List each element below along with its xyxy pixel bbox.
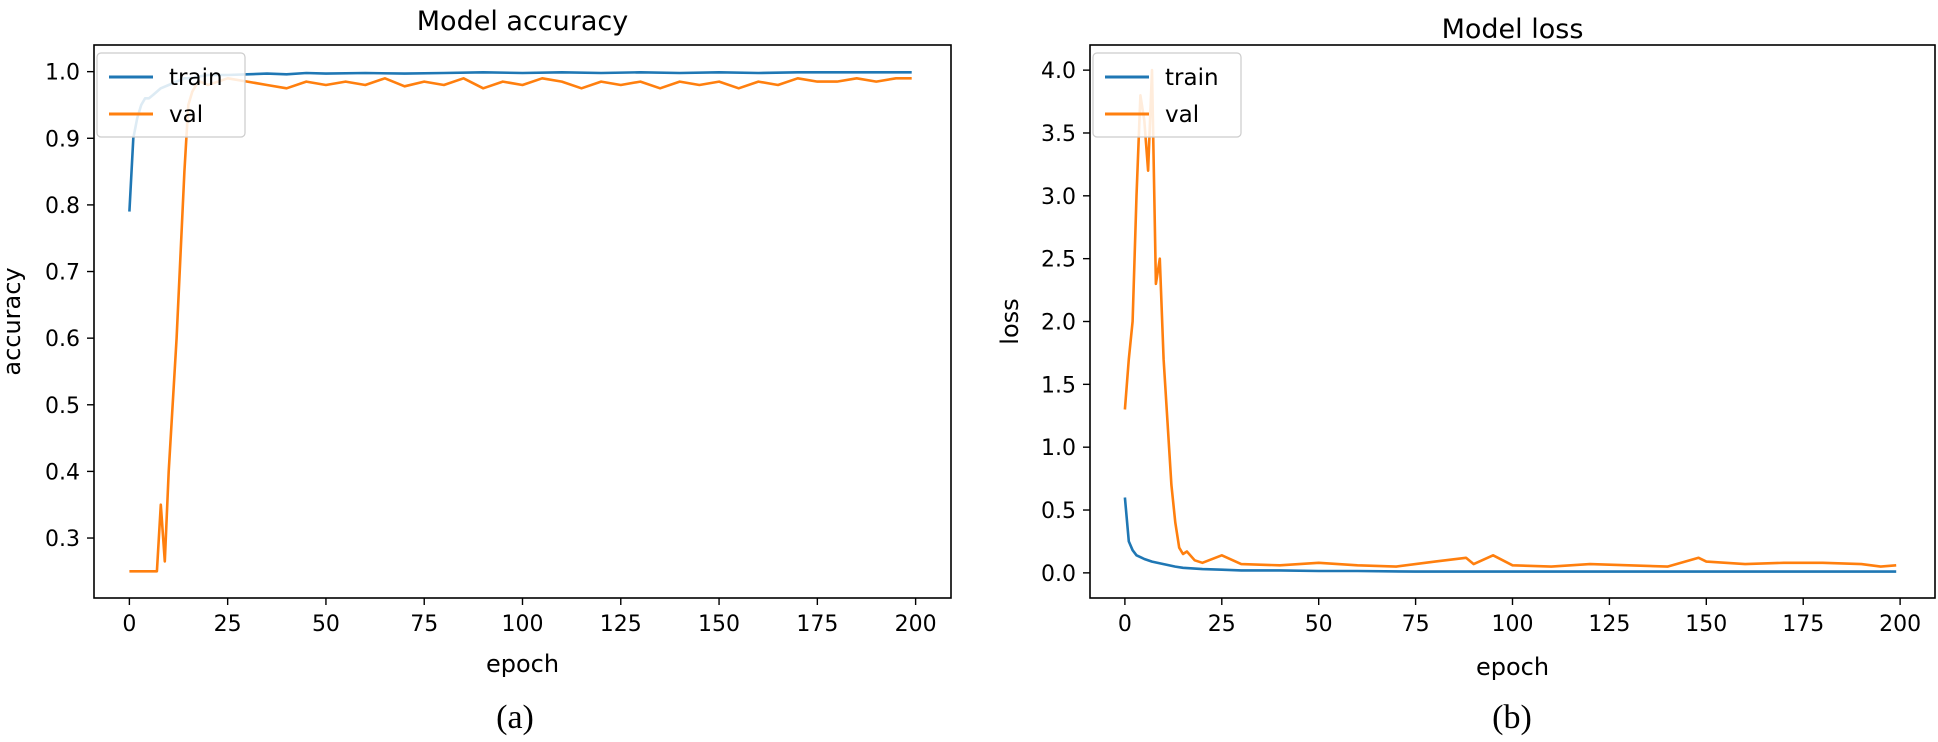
y-tick-label: 0.7 bbox=[45, 261, 80, 286]
y-axis-label: loss bbox=[996, 298, 1024, 344]
x-tick-label: 0 bbox=[1118, 612, 1132, 637]
y-tick-label: 1.0 bbox=[45, 61, 80, 86]
x-tick-label: 50 bbox=[1305, 612, 1333, 637]
y-axis-label: accuracy bbox=[0, 267, 26, 375]
y-tick-label: 3.0 bbox=[1041, 185, 1076, 210]
y-tick-label: 0.3 bbox=[45, 527, 80, 552]
x-tick-label: 200 bbox=[895, 612, 937, 637]
x-tick-label: 75 bbox=[410, 612, 438, 637]
x-tick-label: 150 bbox=[1685, 612, 1727, 637]
y-tick-label: 0.8 bbox=[45, 194, 80, 219]
y-tick-label: 0.5 bbox=[1041, 499, 1076, 524]
x-tick-label: 125 bbox=[600, 612, 642, 637]
panel-caption: (a) bbox=[496, 699, 534, 736]
chart-title: Model accuracy bbox=[417, 6, 628, 37]
legend-box bbox=[1092, 52, 1242, 138]
y-tick-label: 0.4 bbox=[45, 460, 80, 485]
x-axis-label: epoch bbox=[486, 650, 559, 678]
chart-panel-loss: Model loss 0 25 50 75 100 125 150 175 200 0.0 0.5 1.… bbox=[996, 14, 1936, 736]
y-tick-label: 4.0 bbox=[1041, 59, 1076, 84]
chart-title: Model loss bbox=[1442, 14, 1584, 45]
panel-caption: (b) bbox=[1492, 699, 1532, 736]
series-line-train bbox=[1123, 497, 1897, 573]
x-tick-label: 25 bbox=[1208, 612, 1236, 637]
legend-box bbox=[96, 52, 246, 138]
legend: train val bbox=[96, 52, 246, 138]
x-tick-label: 50 bbox=[312, 612, 340, 637]
y-tick-label: 0.6 bbox=[45, 327, 80, 352]
series-line-train bbox=[128, 71, 912, 212]
x-tick-label: 100 bbox=[1492, 612, 1534, 637]
y-tick-label: 1.5 bbox=[1041, 373, 1076, 398]
y-tick-label: 0.5 bbox=[45, 394, 80, 419]
x-tick-label: 25 bbox=[214, 612, 242, 637]
x-tick-label: 175 bbox=[796, 612, 838, 637]
x-tick-label: 175 bbox=[1782, 612, 1824, 637]
y-tick-label: 0.9 bbox=[45, 127, 80, 152]
legend-label-val: val bbox=[1165, 102, 1199, 128]
chart-panel-accuracy: Model accuracy 0 25 50 75 100 125 150 175 200 0.3 0… bbox=[0, 6, 952, 736]
series-line-val bbox=[129, 77, 912, 573]
series-line-val bbox=[1123, 68, 1897, 568]
x-tick-label: 100 bbox=[502, 612, 544, 637]
x-tick-label: 125 bbox=[1588, 612, 1630, 637]
legend-label-train: train bbox=[169, 65, 223, 91]
y-tick-label: 1.0 bbox=[1041, 436, 1076, 461]
legend: train val bbox=[1092, 52, 1242, 138]
x-tick-label: 150 bbox=[698, 612, 740, 637]
x-tick-label: 0 bbox=[122, 612, 136, 637]
y-tick-label: 2.5 bbox=[1041, 248, 1076, 273]
legend-label-val: val bbox=[169, 102, 203, 128]
x-tick-label: 75 bbox=[1402, 612, 1430, 637]
y-tick-label: 2.0 bbox=[1041, 311, 1076, 336]
y-tick-label: 0.0 bbox=[1041, 562, 1076, 587]
y-tick-label: 3.5 bbox=[1041, 122, 1076, 147]
x-axis-label: epoch bbox=[1476, 653, 1549, 681]
x-tick-label: 200 bbox=[1879, 612, 1921, 637]
legend-label-train: train bbox=[1165, 65, 1219, 91]
